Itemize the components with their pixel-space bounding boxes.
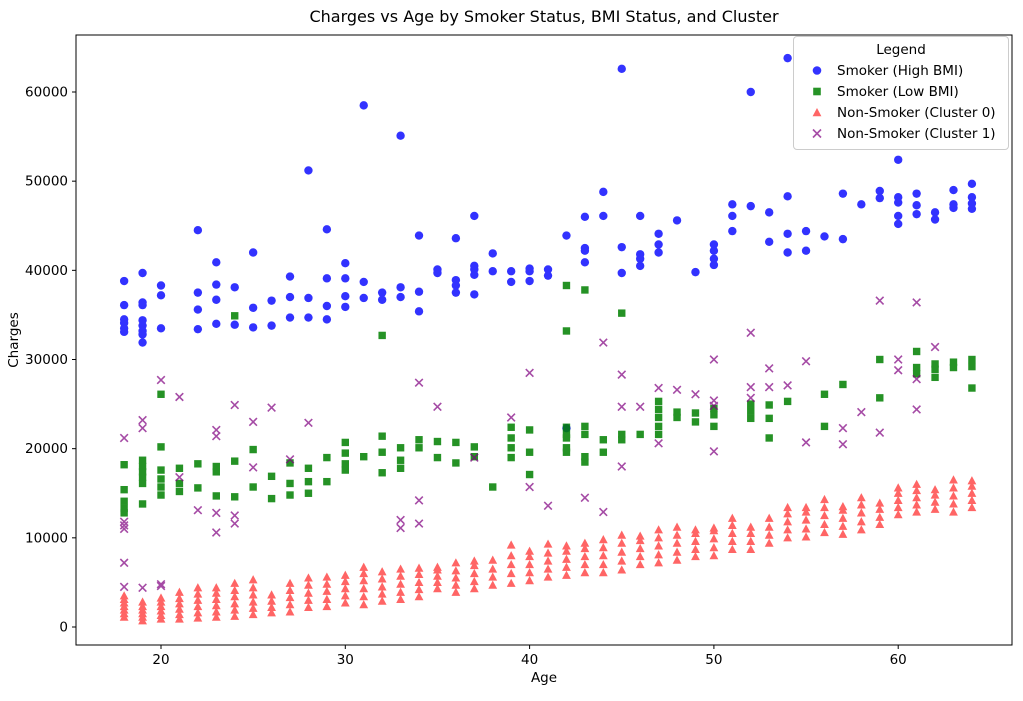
legend-item-label: Smoker (High BMI) <box>837 62 964 79</box>
y-tick-label: 30000 <box>25 352 68 368</box>
x-axis-label: Age <box>530 670 558 686</box>
legend-title: Legend <box>876 42 926 58</box>
y-tick-label: 50000 <box>25 174 68 190</box>
series-triangle <box>119 475 977 625</box>
y-tick-label: 0 <box>59 620 68 636</box>
square-marker-icon <box>813 87 821 96</box>
series-x <box>119 296 940 593</box>
legend-item-nonsmoker-cluster0: Non-Smoker (Cluster 0) <box>802 102 1000 123</box>
series-square <box>120 281 976 517</box>
legend: Legend Smoker (High BMI) Smoker (Low BMI… <box>793 36 1009 150</box>
legend-item-label: Non-Smoker (Cluster 0) <box>837 104 996 121</box>
series-circle <box>119 53 977 433</box>
y-tick-label: 40000 <box>25 263 68 279</box>
circle-marker-icon <box>812 66 822 75</box>
legend-item-label: Non-Smoker (Cluster 1) <box>837 125 996 142</box>
plot-frame <box>75 34 1013 646</box>
y-tick-label: 10000 <box>25 530 68 546</box>
legend-item-smoker-low-bmi: Smoker (Low BMI) <box>802 81 1000 102</box>
triangle-marker-icon <box>812 108 822 117</box>
x-tick-label: 50 <box>705 652 722 668</box>
x-tick-label: 20 <box>152 652 169 668</box>
y-tick-label: 60000 <box>25 84 68 100</box>
y-axis-label: Charges <box>6 312 22 368</box>
x-marker-icon <box>812 128 822 139</box>
legend-item-nonsmoker-cluster1: Non-Smoker (Cluster 1) <box>802 123 1000 144</box>
chart-title: Charges vs Age by Smoker Status, BMI Sta… <box>309 7 779 26</box>
legend-item-label: Smoker (Low BMI) <box>837 83 959 100</box>
legend-item-smoker-high-bmi: Smoker (High BMI) <box>802 60 1000 81</box>
y-tick-label: 20000 <box>25 441 68 457</box>
x-tick-label: 30 <box>337 652 354 668</box>
x-tick-label: 40 <box>521 652 538 668</box>
x-tick-label: 60 <box>890 652 907 668</box>
